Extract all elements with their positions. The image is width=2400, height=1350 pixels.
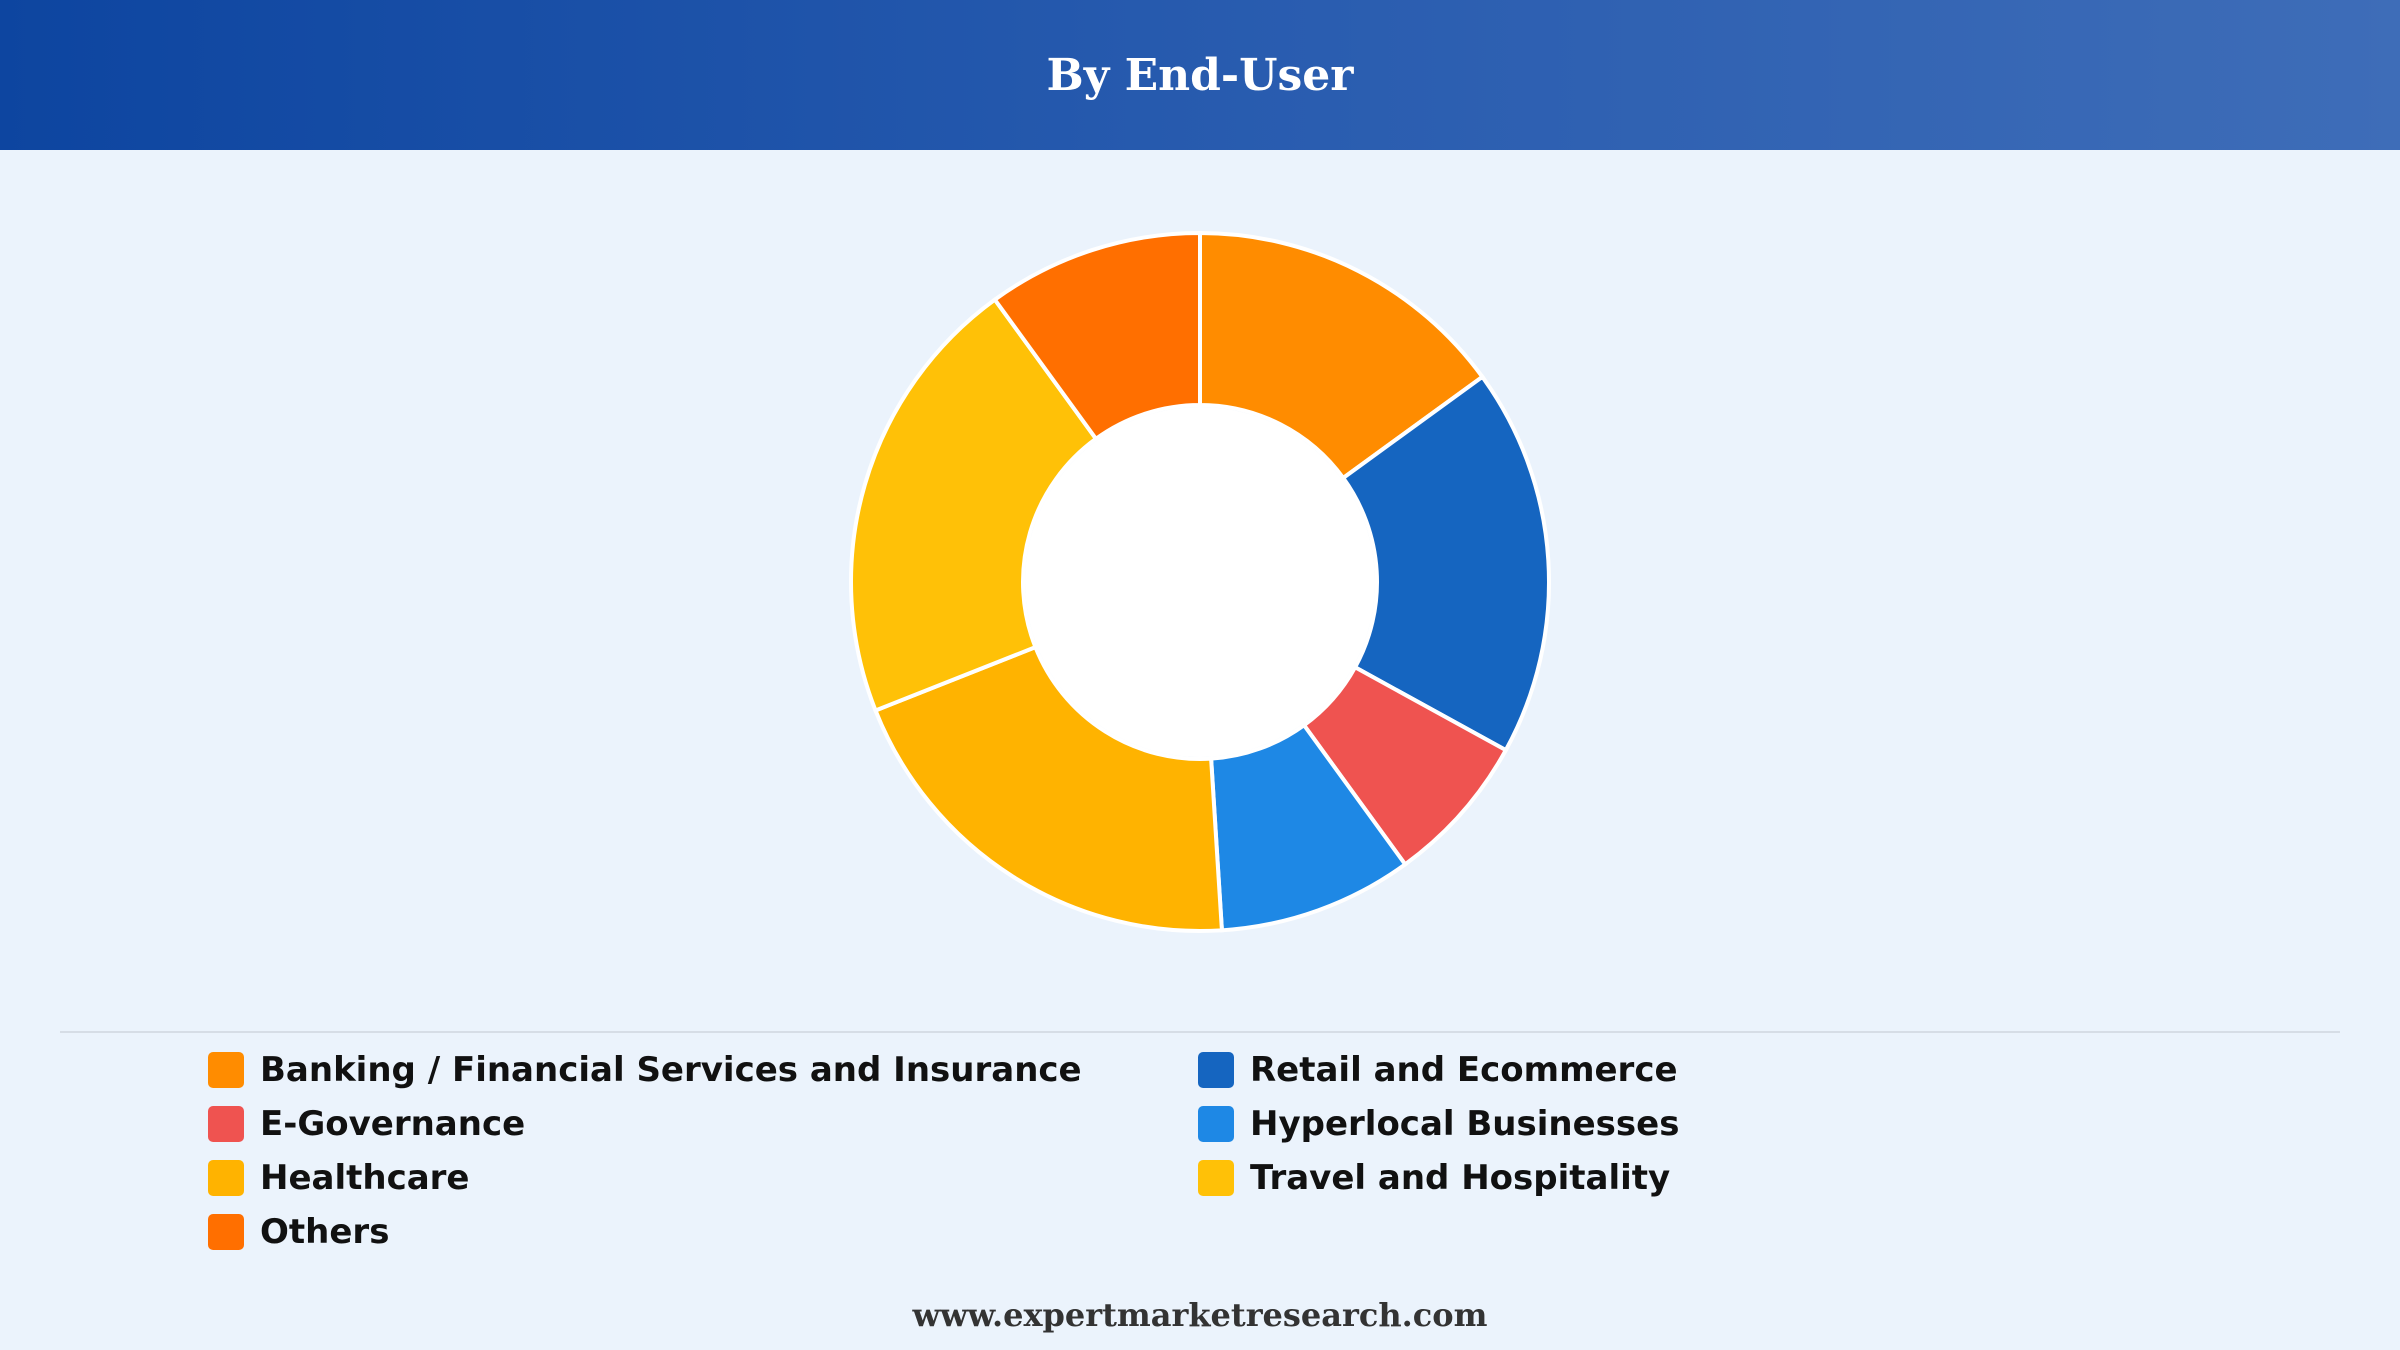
legend-item: Banking / Financial Services and Insuran… (208, 1043, 1198, 1097)
legend-swatch (208, 1214, 244, 1250)
legend-item: E-Governance (208, 1097, 1198, 1151)
footer-website: www.expertmarketresearch.com (912, 1296, 1488, 1334)
legend-swatch (1198, 1106, 1234, 1142)
legend-item: Travel and Hospitality (1198, 1151, 1898, 1205)
donut-slice-others (992, 230, 1202, 442)
legend-item: Others (208, 1205, 1198, 1259)
legend-item: Healthcare (208, 1151, 1198, 1205)
legend-label: Others (260, 1212, 390, 1252)
chart-title: By End-User (1046, 49, 1354, 101)
legend-swatch (1198, 1052, 1234, 1088)
donut-slice-healthcare (872, 644, 1225, 933)
legend-label: Banking / Financial Services and Insuran… (260, 1050, 1082, 1090)
donut-slice-banking-financial-services-and-insurance (1198, 230, 1486, 481)
legend-label: Hyperlocal Businesses (1250, 1104, 1680, 1144)
donut-chart (849, 230, 1551, 933)
legend-item: Hyperlocal Businesses (1198, 1097, 1898, 1151)
legend-swatch (208, 1160, 244, 1196)
legend: Banking / Financial Services and Insuran… (208, 1043, 1908, 1259)
legend-label: Retail and Ecommerce (1250, 1050, 1678, 1090)
legend-item: Retail and Ecommerce (1198, 1043, 1898, 1097)
legend-swatch (208, 1106, 244, 1142)
legend-label: Travel and Hospitality (1250, 1158, 1671, 1198)
legend-label: E-Governance (260, 1104, 526, 1144)
donut-slice-travel-and-hospitality (849, 296, 1099, 714)
donut-hole (1025, 407, 1375, 757)
legend-label: Healthcare (260, 1158, 470, 1198)
chart-header: By End-User (0, 0, 2400, 150)
legend-divider (60, 1031, 2340, 1033)
legend-swatch (1198, 1160, 1234, 1196)
donut-slice-retail-and-ecommerce (1340, 374, 1551, 753)
legend-swatch (208, 1052, 244, 1088)
